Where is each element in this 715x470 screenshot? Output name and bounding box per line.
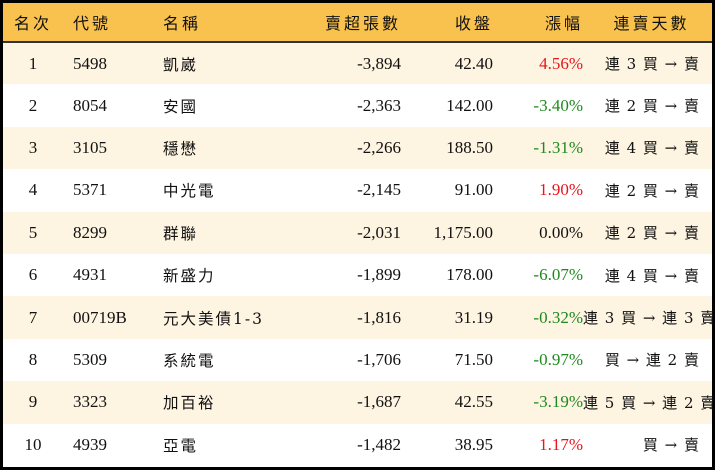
table-row[interactable]: 6 4931 新盛力 -1,899 178.00 -6.07% 連 4 買 → … xyxy=(3,253,712,297)
table-row[interactable]: 9 3323 加百裕 -1,687 42.55 -3.19% 連 5 買 → 連… xyxy=(3,381,715,424)
cell-close: 42.55 xyxy=(454,392,493,412)
header-close[interactable]: 收盤 xyxy=(401,3,493,43)
cell-sell-count: -3,894 xyxy=(357,53,401,73)
cell-close: 71.50 xyxy=(454,349,493,369)
cell-change: 1.90% xyxy=(539,180,583,200)
cell-change: -3.19% xyxy=(533,392,583,412)
cell-streak: 買 → 賣 xyxy=(642,436,700,455)
cell-sell-count: -1,816 xyxy=(357,307,401,327)
cell-code: 5371 xyxy=(73,180,107,200)
cell-streak: 連 3 買 → 賣 xyxy=(604,55,700,74)
cell-sell-count: -1,482 xyxy=(357,434,401,454)
cell-name: 中光電 xyxy=(163,182,216,201)
cell-close: 142.00 xyxy=(446,95,493,115)
cell-code: 5498 xyxy=(73,53,107,73)
table-row[interactable]: 3 3105 穩懋 -2,266 188.50 -1.31% 連 4 買 → 賣 xyxy=(3,126,712,170)
sell-ranking-table: 名次 代號 名稱 賣超張數 收盤 漲幅 連賣天數 1 5498 凱崴 -3,89… xyxy=(3,3,715,466)
cell-close: 178.00 xyxy=(446,265,493,285)
header-rank[interactable]: 名次 xyxy=(3,3,63,43)
cell-change: -3.40% xyxy=(533,95,583,115)
cell-change: 4.56% xyxy=(539,53,583,73)
cell-code: 8299 xyxy=(73,222,107,242)
header-name[interactable]: 名稱 xyxy=(151,3,293,43)
table-row[interactable]: 2 8054 安國 -2,363 142.00 -3.40% 連 2 買 → 賣 xyxy=(3,84,712,127)
cell-name: 元大美債1-3 xyxy=(163,309,264,328)
cell-streak: 連 2 買 → 賣 xyxy=(604,224,700,243)
cell-code: 4939 xyxy=(73,434,107,454)
header-row: 名次 代號 名稱 賣超張數 收盤 漲幅 連賣天數 xyxy=(3,3,712,43)
table-header: 名次 代號 名稱 賣超張數 收盤 漲幅 連賣天數 xyxy=(3,3,712,43)
cell-close: 91.00 xyxy=(454,180,493,200)
table-row[interactable]: 4 5371 中光電 -2,145 91.00 1.90% 連 2 買 → 賣 xyxy=(3,169,712,212)
cell-rank: 3 xyxy=(28,137,38,157)
header-code[interactable]: 代號 xyxy=(63,3,151,43)
cell-rank: 9 xyxy=(28,392,38,412)
cell-code: 3323 xyxy=(73,392,107,412)
cell-close: 1,175.00 xyxy=(433,222,494,242)
cell-close: 42.40 xyxy=(454,53,493,73)
cell-sell-count: -1,687 xyxy=(357,392,401,412)
cell-sell-count: -1,899 xyxy=(357,265,401,285)
cell-name: 群聯 xyxy=(163,224,199,243)
cell-sell-count: -2,363 xyxy=(357,95,401,115)
cell-rank: 2 xyxy=(28,95,38,115)
table-row[interactable]: 10 4939 亞電 -1,482 38.95 1.17% 買 → 賣 xyxy=(3,423,712,466)
cell-close: 38.95 xyxy=(454,434,493,454)
cell-change: 1.17% xyxy=(539,434,583,454)
cell-close: 188.50 xyxy=(446,137,493,157)
cell-close: 31.19 xyxy=(454,307,493,327)
table-row[interactable]: 1 5498 凱崴 -3,894 42.40 4.56% 連 3 買 → 賣 xyxy=(3,42,712,85)
cell-name: 穩懋 xyxy=(163,139,199,158)
cell-name: 新盛力 xyxy=(163,267,216,286)
cell-name: 亞電 xyxy=(163,436,199,455)
cell-change: -1.31% xyxy=(533,137,583,157)
cell-code: 00719B xyxy=(73,307,127,327)
cell-rank: 5 xyxy=(28,222,38,242)
header-sell-count[interactable]: 賣超張數 xyxy=(293,3,401,43)
table-row[interactable]: 5 8299 群聯 -2,031 1,175.00 0.00% 連 2 買 → … xyxy=(3,211,712,254)
cell-change: -6.07% xyxy=(533,265,583,285)
cell-rank: 8 xyxy=(28,349,38,369)
cell-streak: 連 4 買 → 賣 xyxy=(604,266,700,285)
cell-change: 0.00% xyxy=(539,222,583,242)
cell-name: 凱崴 xyxy=(163,55,199,74)
cell-rank: 6 xyxy=(28,265,38,285)
cell-streak: 連 2 買 → 賣 xyxy=(604,181,700,200)
cell-name: 安國 xyxy=(163,97,199,116)
cell-change: -0.97% xyxy=(533,349,583,369)
header-change[interactable]: 漲幅 xyxy=(493,3,583,43)
cell-sell-count: -2,266 xyxy=(357,137,401,157)
cell-name: 系統電 xyxy=(163,351,216,370)
cell-streak: 連 4 買 → 賣 xyxy=(604,139,700,158)
cell-rank: 1 xyxy=(28,53,38,73)
cell-code: 8054 xyxy=(73,95,107,115)
cell-streak: 連 3 買 → 連 3 賣 xyxy=(583,309,715,328)
header-streak[interactable]: 連賣天數 xyxy=(583,3,712,43)
cell-streak: 連 2 買 → 賣 xyxy=(604,97,700,116)
cell-sell-count: -2,031 xyxy=(357,222,401,242)
cell-rank: 10 xyxy=(24,434,42,454)
cell-change: -0.32% xyxy=(533,307,583,327)
cell-name: 加百裕 xyxy=(163,394,216,413)
cell-streak: 連 5 買 → 連 2 賣 xyxy=(583,393,715,412)
table-row[interactable]: 7 00719B 元大美債1-3 -1,816 31.19 -0.32% 連 3… xyxy=(3,296,715,339)
table-body: 1 5498 凱崴 -3,894 42.40 4.56% 連 3 買 → 賣 2… xyxy=(3,42,715,466)
cell-code: 4931 xyxy=(73,265,107,285)
cell-sell-count: -1,706 xyxy=(357,349,401,369)
cell-code: 3105 xyxy=(73,137,107,157)
cell-streak: 買 → 連 2 賣 xyxy=(604,351,700,370)
cell-rank: 7 xyxy=(28,307,38,327)
cell-code: 5309 xyxy=(73,349,107,369)
cell-sell-count: -2,145 xyxy=(357,180,401,200)
table-row[interactable]: 8 5309 系統電 -1,706 71.50 -0.97% 買 → 連 2 賣 xyxy=(3,338,712,382)
cell-rank: 4 xyxy=(28,180,38,200)
